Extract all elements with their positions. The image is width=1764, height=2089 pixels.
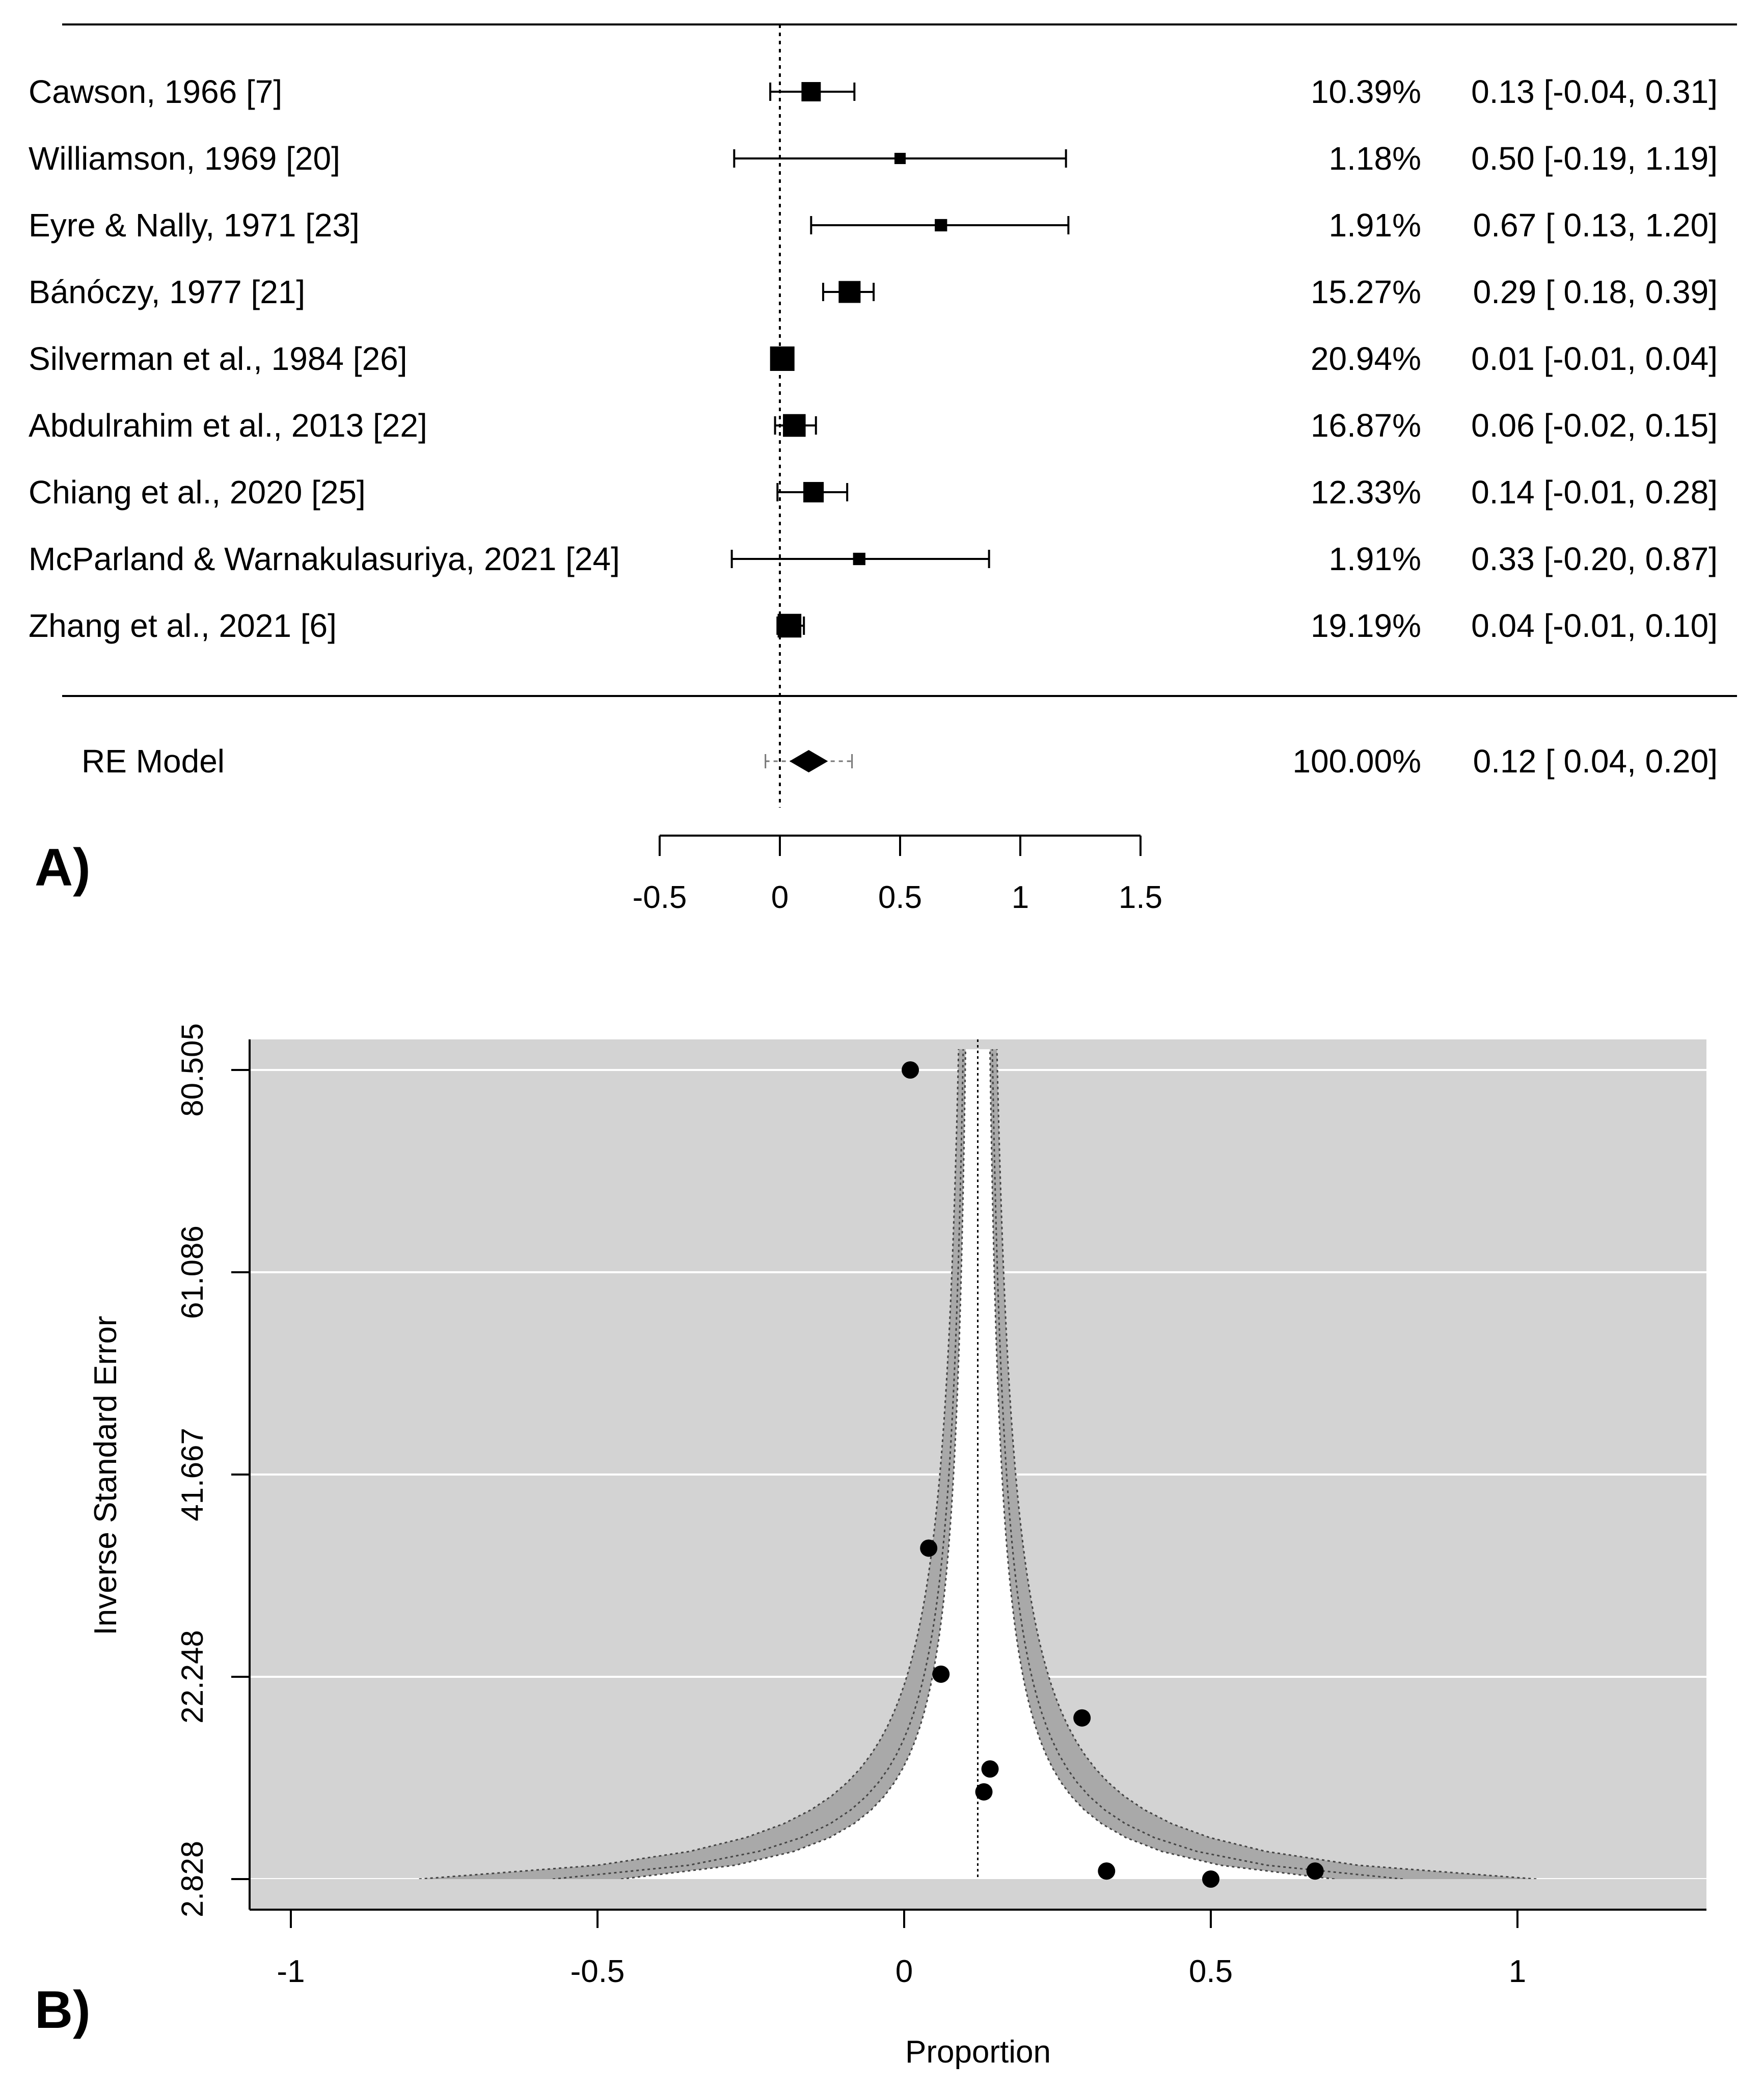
funnel-contour-line [419,1049,960,1880]
funnel-study-point [1098,1862,1116,1880]
funnel-x-tick-label: 0 [895,1954,913,1989]
funnel-study-point [932,1665,950,1683]
forest-x-tick-label: 1.5 [1119,880,1162,915]
forest-point-estimate [803,481,824,503]
forest-point-estimate [801,82,821,101]
forest-point-estimate [770,346,795,371]
forest-study-weight: 10.39% [1311,73,1421,110]
funnel-x-tick-label: 1 [1509,1954,1526,1989]
funnel-plot: 2.828 22.248 41.667 61.086 80.505 -1 -0.5 0 0.5 1… [35,1009,1706,2070]
forest-study-weight: 20.94% [1311,340,1421,377]
funnel-y-axis-label: Inverse Standard Error [88,1316,123,1635]
forest-point-estimate [777,613,802,638]
forest-study-label: Zhang et al., 2021 [6] [29,607,337,644]
funnel-study-point [1306,1862,1324,1880]
funnel-contour-line [620,1049,966,1880]
funnel-x-tick-label: -0.5 [571,1954,625,1989]
panel-label-a: A) [35,838,91,897]
funnel-top-mask [250,1009,1706,1039]
forest-study-label: Chiang et al., 2020 [25] [29,474,366,511]
forest-x-tick-label: 1 [1012,880,1029,915]
funnel-study-point [902,1061,919,1079]
funnel-bottom-strip [250,1879,1706,1910]
funnel-study-point [920,1539,938,1557]
forest-point-estimate [935,219,947,232]
forest-study-label: Eyre & Nally, 1971 [23] [29,207,360,244]
funnel-study-point [975,1783,993,1801]
forest-study-label: Cawson, 1966 [7] [29,73,282,110]
panel-label-b: B) [35,1980,91,2040]
forest-study-label: Bánóczy, 1977 [21] [29,274,305,310]
forest-point-estimate [894,152,906,165]
forest-study-weight: 1.18% [1329,140,1421,177]
forest-summary-weight: 100.00% [1292,743,1421,780]
funnel-y-tick-label: 22.248 [175,1630,209,1724]
funnel-contour-line [989,1049,1335,1880]
funnel-x-tick-label: -1 [277,1954,305,1989]
forest-point-estimate [838,281,861,303]
forest-study-label: Abdulrahim et al., 2013 [22] [29,407,427,444]
forest-study-ci: 0.13 [-0.04, 0.31] [1471,73,1718,110]
forest-x-tick-label: -0.5 [633,880,687,915]
forest-plot: Cawson, 1966 [7] 10.39% 0.13 [-0.04, 0.31]… [29,23,1737,915]
funnel-x-tick-label: 0.5 [1189,1954,1233,1989]
funnel-y-tick-label: 61.086 [175,1225,209,1319]
funnel-contour-line [552,1049,964,1880]
forest-study-ci: 0.06 [-0.02, 0.15] [1471,407,1718,444]
forest-study-label: Silverman et al., 1984 [26] [29,340,408,377]
forest-study-weight: 16.87% [1311,407,1421,444]
forest-x-tick-label: 0 [771,880,789,915]
forest-point-estimate [853,552,865,566]
forest-study-weight: 15.27% [1311,274,1421,310]
forest-study-ci: 0.29 [ 0.18, 0.39] [1473,274,1718,310]
forest-study-label: Williamson, 1969 [20] [29,140,340,177]
forest-study-weight: 12.33% [1311,474,1421,511]
forest-study-ci: 0.33 [-0.20, 0.87] [1471,541,1718,577]
forest-x-axis: -0.5 0 0.5 1 1.5 [633,835,1162,915]
forest-summary-ci: 0.12 [ 0.04, 0.20] [1473,743,1718,780]
forest-study-ci: 0.50 [-0.19, 1.19] [1471,140,1718,177]
forest-summary-label: RE Model [82,743,225,780]
funnel-y-tick-label: 80.505 [175,1023,209,1117]
funnel-y-tick-label: 41.667 [175,1428,209,1521]
funnel-white-region [419,1049,1537,1879]
forest-x-tick-label: 0.5 [878,880,922,915]
funnel-study-point [981,1760,999,1778]
funnel-x-axis-label: Proportion [905,2034,1051,2070]
forest-study-ci: 0.01 [-0.01, 0.04] [1471,340,1718,377]
forest-study-ci: 0.14 [-0.01, 0.28] [1471,474,1718,511]
forest-study-weight: 1.91% [1329,541,1421,577]
funnel-study-point [1073,1709,1091,1727]
forest-study-weight: 1.91% [1329,207,1421,244]
forest-point-estimate [783,414,806,437]
forest-summary-diamond [789,750,828,772]
funnel-contour-line [991,1049,1403,1880]
forest-study-weight: 19.19% [1311,607,1421,644]
forest-study-ci: 0.67 [ 0.13, 1.20] [1473,207,1718,244]
funnel-study-point [1202,1870,1219,1888]
funnel-contour-line [996,1049,1537,1880]
forest-study-ci: 0.04 [-0.01, 0.10] [1471,607,1718,644]
funnel-axes: 2.828 22.248 41.667 61.086 80.505 -1 -0.5 0 0.5 1 [175,1023,1706,1989]
funnel-y-tick-label: 2.828 [175,1841,209,1917]
forest-study-label: McParland & Warnakulasuriya, 2021 [24] [29,541,620,577]
